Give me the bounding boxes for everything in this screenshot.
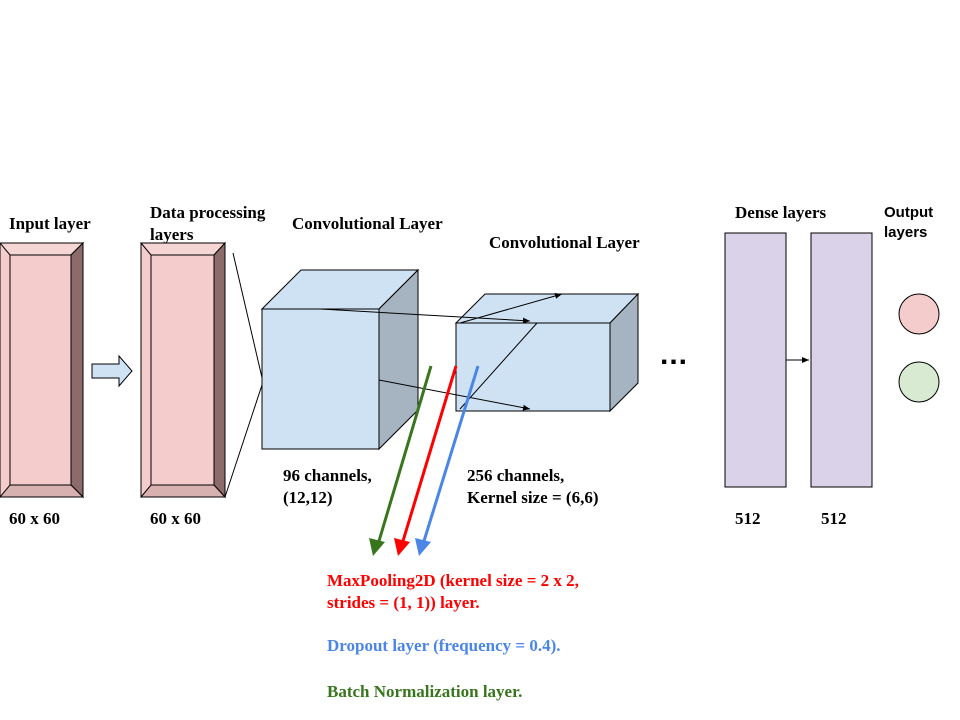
output-layers-title-line2: layers	[884, 224, 928, 241]
data-processing-block	[139, 241, 227, 499]
connector-line	[232, 252, 264, 383]
dense2-units-label: 512	[821, 509, 847, 528]
batchnorm-arrow	[369, 365, 433, 556]
dense-layers-title: Dense layers	[735, 203, 827, 222]
dense1-units-label: 512	[735, 509, 761, 528]
legend-dropout: Dropout layer (frequency = 0.4).	[327, 636, 561, 655]
data-processing-title-line2: layers	[150, 225, 194, 244]
connector-arrow	[459, 293, 563, 324]
connector-arrow	[378, 379, 531, 411]
data-processing-size-label: 60 x 60	[150, 509, 201, 528]
maxpool-arrow	[394, 365, 458, 556]
legend-maxpool-line1: MaxPooling2D (kernel size = 2 x 2,	[327, 571, 579, 590]
conv2-channels-line1: 256 channels,	[467, 466, 565, 485]
output-node-green	[898, 361, 940, 403]
conv1-cube	[260, 268, 420, 451]
input-size-label: 60 x 60	[9, 509, 60, 528]
dropout-arrow	[415, 365, 480, 556]
dense-layer-2	[810, 232, 873, 488]
flow-arrow-icon	[91, 354, 133, 388]
conv1-channels-line1: 96 channels,	[283, 466, 372, 485]
conv1-channels-line2: (12,12)	[283, 488, 333, 507]
conv2-kernel-line2: Kernel size = (6,6)	[467, 488, 599, 507]
output-layers-title-line1: Output	[884, 204, 934, 221]
connector-arrow	[319, 308, 531, 324]
dense-layer-1	[724, 232, 787, 488]
connector-line	[224, 381, 264, 498]
legend-maxpool-line2: strides = (1, 1)) layer.	[327, 593, 480, 612]
conv2-title: Convolutional Layer	[489, 233, 640, 252]
connector-line	[459, 322, 538, 410]
legend-batchnorm: Batch Normalization layer.	[327, 682, 523, 701]
data-processing-title-line1: Data processing	[150, 203, 266, 222]
conv1-title: Convolutional Layer	[292, 214, 443, 233]
conv2-cube	[454, 292, 640, 413]
output-node-pink	[898, 293, 940, 335]
input-layer-title: Input layer	[9, 214, 91, 233]
input-layer-block	[0, 241, 85, 499]
ellipsis-label: ...	[660, 338, 689, 371]
